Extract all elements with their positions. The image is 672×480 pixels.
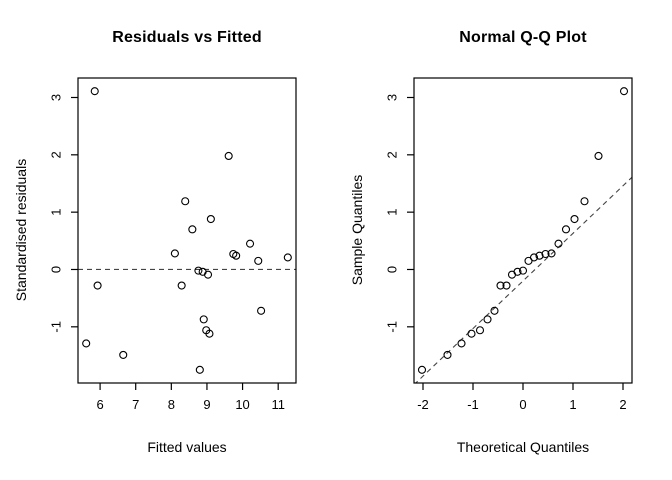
data-point <box>483 315 492 324</box>
x-axis-label: Theoretical Quantiles <box>456 439 590 455</box>
y-tick-label: 1 <box>385 209 400 216</box>
plot-box <box>77 77 297 384</box>
data-point <box>490 306 499 315</box>
qq-scatter-area: -2 -1 0 1 2 -1 0 1 2 3 <box>385 77 633 412</box>
data-point <box>547 249 556 258</box>
data-point <box>119 350 128 359</box>
data-point <box>570 214 579 224</box>
x-tick-label: 2 <box>619 397 626 412</box>
data-point <box>90 87 99 96</box>
dashed-reference-line <box>414 176 632 383</box>
data-point <box>203 270 213 279</box>
normal-qq-plot: Normal Q-Q Plot Sample Quantiles -2 -1 0 1 2… <box>336 0 672 480</box>
y-tick-label: 0 <box>385 266 400 273</box>
x-tick-label: -1 <box>467 397 479 412</box>
data-point <box>245 239 255 248</box>
data-point <box>232 251 241 260</box>
data-point <box>283 253 292 262</box>
x-tick-label: 1 <box>569 397 576 412</box>
data-point <box>541 249 550 259</box>
data-point <box>467 329 476 338</box>
y-tick-label: 2 <box>49 151 64 158</box>
y-tick-label: 3 <box>385 94 400 101</box>
x-tick-label: 0 <box>519 397 526 412</box>
data-point <box>594 151 603 161</box>
data-point <box>194 266 203 275</box>
data-point <box>254 256 263 265</box>
data-point <box>513 267 522 276</box>
data-point <box>535 251 544 260</box>
plot-title: Normal Q-Q Plot <box>459 29 587 46</box>
plot-box <box>413 77 633 384</box>
data-point <box>619 87 629 96</box>
data-point <box>195 365 204 374</box>
data-point <box>457 339 466 348</box>
data-point <box>181 197 190 206</box>
x-tick-label: 10 <box>235 397 249 412</box>
data-point <box>82 339 91 348</box>
x-tick-label: 11 <box>271 397 285 412</box>
y-tick-label: 1 <box>49 209 64 216</box>
x-tick-label: 6 <box>96 397 103 412</box>
x-tick-label: 8 <box>168 397 175 412</box>
data-point <box>206 214 215 224</box>
data-point <box>188 225 197 234</box>
data-point <box>257 306 266 315</box>
data-point <box>518 266 528 275</box>
data-point <box>475 326 485 335</box>
residuals-vs-fitted-plot: Residuals vs Fitted Standardised residua… <box>13 29 297 455</box>
data-point <box>224 151 233 161</box>
data-point <box>93 281 102 290</box>
data-point <box>170 249 179 258</box>
data-point <box>177 281 186 290</box>
y-tick-label: -1 <box>385 321 400 333</box>
data-point <box>554 239 563 248</box>
x-tick-label: -2 <box>417 397 429 412</box>
y-tick-label: 3 <box>49 94 64 101</box>
y-tick-label: -1 <box>49 321 64 333</box>
x-tick-label: 9 <box>203 397 210 412</box>
x-tick-label: 7 <box>132 397 139 412</box>
residuals-scatter-area: 6 7 8 9 10 11 -1 0 1 2 3 <box>49 77 297 412</box>
data-point <box>417 365 427 374</box>
data-point <box>198 267 207 276</box>
data-point <box>496 281 505 290</box>
data-point <box>443 350 452 359</box>
data-point <box>205 329 214 338</box>
x-axis-label: Fitted values <box>147 439 227 455</box>
data-point <box>199 315 208 324</box>
data-point <box>529 253 539 262</box>
data-point <box>580 197 589 206</box>
y-tick-label: 0 <box>49 266 64 273</box>
plot-title: Residuals vs Fitted <box>112 29 262 46</box>
data-point <box>502 281 511 290</box>
data-point <box>561 225 571 234</box>
y-tick-label: 2 <box>385 151 400 158</box>
